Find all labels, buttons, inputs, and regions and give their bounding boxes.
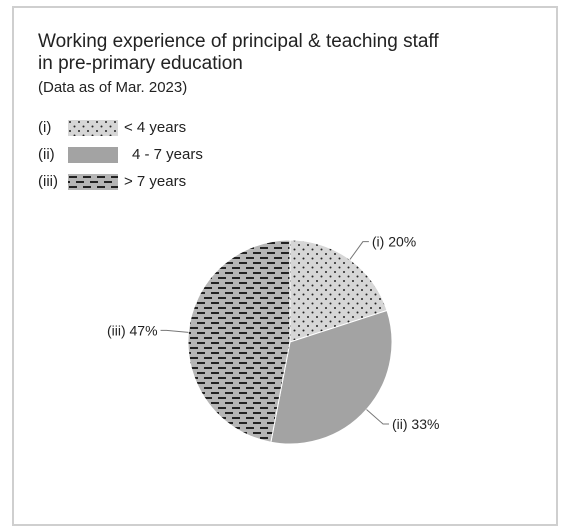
chart-subtitle: (Data as of Mar. 2023) [38,79,188,96]
pie-label-2: (ii) 33% [392,416,439,432]
legend-swatch-dashes [68,174,118,190]
legend-key: (i) [38,119,52,136]
chart-title: Working experience of principal & teachi… [38,31,439,75]
legend-label: 4 - 7 years [132,146,203,163]
legend-swatch-solid [68,147,118,163]
legend-key: (iii) [38,173,58,190]
legend-label: > 7 years [124,173,187,190]
pie-leader-line-2 [366,409,390,425]
pie-leader-line-1 [349,241,369,260]
legend-swatch-dots [68,120,118,136]
chart-title-line-2: in pre-primary education [38,53,243,74]
pie-leader-line-3 [160,329,189,333]
pie-chart: (i) 20% (ii) 33% (iii) 47% [107,234,439,445]
pie-label-3: (iii) 47% [107,322,158,338]
legend-label: < 4 years [124,119,187,136]
legend-key: (ii) [38,146,55,163]
pie-slice-3 [187,239,291,443]
chart-title-line-1: Working experience of principal & teachi… [38,31,439,52]
pie-label-1: (i) 20% [372,234,416,250]
